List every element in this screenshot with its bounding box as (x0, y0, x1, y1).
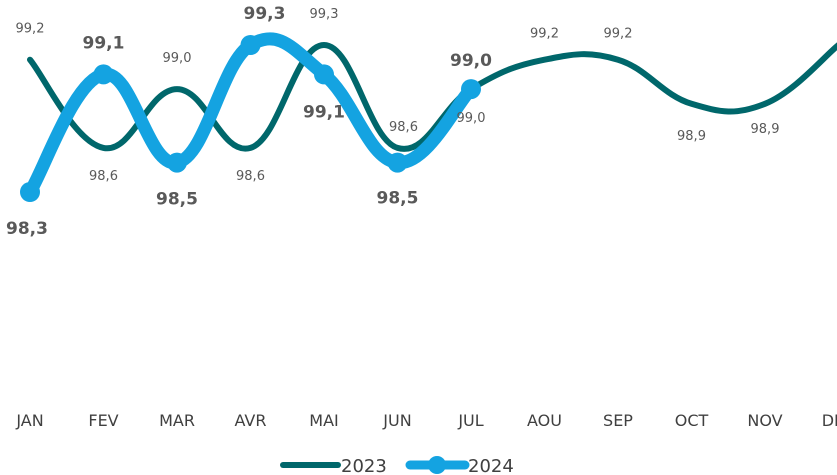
data-label-2023-jul: 99,0 (457, 111, 486, 126)
data-label-2024-jun: 98,5 (377, 189, 419, 209)
legend-marker-2024 (428, 456, 446, 474)
data-label-2024-mar: 98,5 (156, 190, 198, 210)
category-axis: JAN FEV MAR AVR MAI JUN JUL AOU SEP OCT NOV DEC (15, 411, 837, 430)
legend-label-2023: 2023 (341, 456, 387, 475)
data-label-2023-mai: 99,3 (310, 7, 339, 22)
data-label-2023-sep: 99,2 (604, 27, 633, 42)
legend: 2023 2024 (280, 456, 514, 475)
legend-label-2024: 2024 (468, 456, 514, 475)
data-label-2023-aou: 99,2 (530, 27, 559, 42)
data-label-2024-mai: 99,1 (303, 102, 345, 122)
marker-2024-jun (387, 152, 408, 173)
data-labels: 99,2 98,6 99,0 98,6 99,3 98,6 99,0 99,2 99,2 98,9… (6, 4, 780, 239)
series-lines (23, 32, 837, 199)
data-label-2024-jan: 98,3 (6, 219, 48, 239)
category-label-aou: AOU (527, 411, 562, 430)
category-label-jan: JAN (15, 411, 43, 430)
category-label-mar: MAR (159, 411, 195, 430)
data-label-2023-fev: 98,6 (89, 169, 118, 184)
marker-2024-avr (240, 35, 261, 55)
marker-2024-fev (93, 64, 114, 85)
data-label-2023-jan: 99,2 (16, 22, 45, 37)
data-label-2023-avr: 98,6 (236, 169, 265, 184)
data-label-2023-oct: 98,9 (677, 129, 706, 144)
data-label-2023-mar: 99,0 (163, 51, 192, 66)
marker-2024-mai (314, 64, 334, 85)
category-label-jul: JUL (457, 411, 483, 430)
data-label-2024-avr: 99,3 (244, 4, 286, 24)
category-label-jun: JUN (382, 411, 411, 430)
category-label-oct: OCT (675, 411, 709, 430)
data-label-2023-nov: 98,9 (751, 122, 780, 137)
series-markers (20, 35, 481, 202)
category-label-sep: SEP (603, 411, 633, 430)
marker-2024-jul (461, 79, 481, 100)
category-label-mai: MAI (309, 411, 338, 430)
data-label-2024-jul: 99,0 (450, 51, 492, 71)
data-label-2023-jun: 98,6 (389, 120, 418, 135)
category-label-fev: FEV (88, 411, 118, 430)
series-line-2023 (27, 42, 837, 152)
data-label-2024-fev: 99,1 (83, 33, 125, 53)
category-label-dec: DEC (822, 411, 837, 430)
marker-2024-jan (20, 182, 40, 202)
category-label-nov: NOV (747, 411, 782, 430)
marker-2024-mar (167, 152, 187, 173)
category-label-avr: AVR (235, 411, 267, 430)
